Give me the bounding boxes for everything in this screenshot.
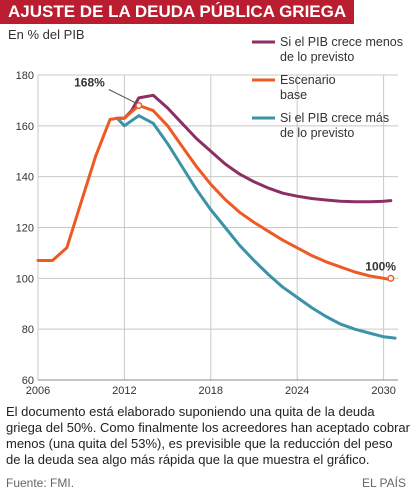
x-tick-labels: 2006 2012 2018 2024 2030 <box>26 385 396 397</box>
x-tick-label: 2018 <box>199 385 223 397</box>
annotation-marker <box>387 274 395 282</box>
legend-label-line: Si el PIB crece menos <box>280 35 403 49</box>
legend: Si el PIB crece menos de lo previstoEscen… <box>252 35 403 140</box>
line-chart: 60 80 100 120 140 160 180 2006 2012 2018 2024 2030… <box>16 35 403 397</box>
legend-label-line: de lo previsto <box>280 126 354 140</box>
series-lines <box>36 93 397 340</box>
annotation-label: 100% <box>365 259 396 273</box>
x-tick-label: 2024 <box>285 385 309 397</box>
x-tick-label: 2012 <box>112 385 136 397</box>
series-line-base <box>36 104 393 282</box>
grid-lines <box>37 74 398 381</box>
legend-label-line: base <box>280 88 307 102</box>
y-tick-label: 160 <box>16 121 34 133</box>
y-tick-label: 60 <box>22 375 34 387</box>
y-tick-label: 180 <box>16 70 34 82</box>
y-tick-label: 140 <box>16 172 34 184</box>
source-label: Fuente: FMI. <box>6 476 75 490</box>
series-line-slow <box>115 93 393 204</box>
chart-subtitle: En % del PIB <box>8 27 85 42</box>
footnote: El documento está elaborado suponiendo u… <box>6 404 410 467</box>
y-tick-labels: 60 80 100 120 140 160 180 <box>16 70 34 387</box>
chart-title: AJUSTE DE LA DEUDA PÚBLICA GRIEGA <box>0 0 355 24</box>
legend-label-base: Escenario base <box>280 73 336 102</box>
legend-label-fast: Si el PIB crece más de lo previsto <box>280 111 389 140</box>
publisher-label: EL PAÍS <box>361 476 406 490</box>
y-tick-label: 100 <box>16 273 34 285</box>
x-tick-label: 2030 <box>371 385 395 397</box>
legend-label-line: Escenario <box>280 73 336 87</box>
annotation-label: 168% <box>74 76 105 90</box>
y-tick-label: 120 <box>16 223 34 235</box>
x-tick-label: 2006 <box>26 385 50 397</box>
series-line-fast <box>115 114 397 340</box>
annotations: 168% 100% <box>74 76 396 282</box>
y-tick-label: 80 <box>22 324 34 336</box>
annotation-marker <box>135 101 143 110</box>
legend-label-line: de lo previsto <box>280 50 354 64</box>
legend-label-slow: Si el PIB crece menos de lo previsto <box>280 35 403 64</box>
legend-label-line: Si el PIB crece más <box>280 111 389 125</box>
annotation-leader <box>108 89 138 104</box>
